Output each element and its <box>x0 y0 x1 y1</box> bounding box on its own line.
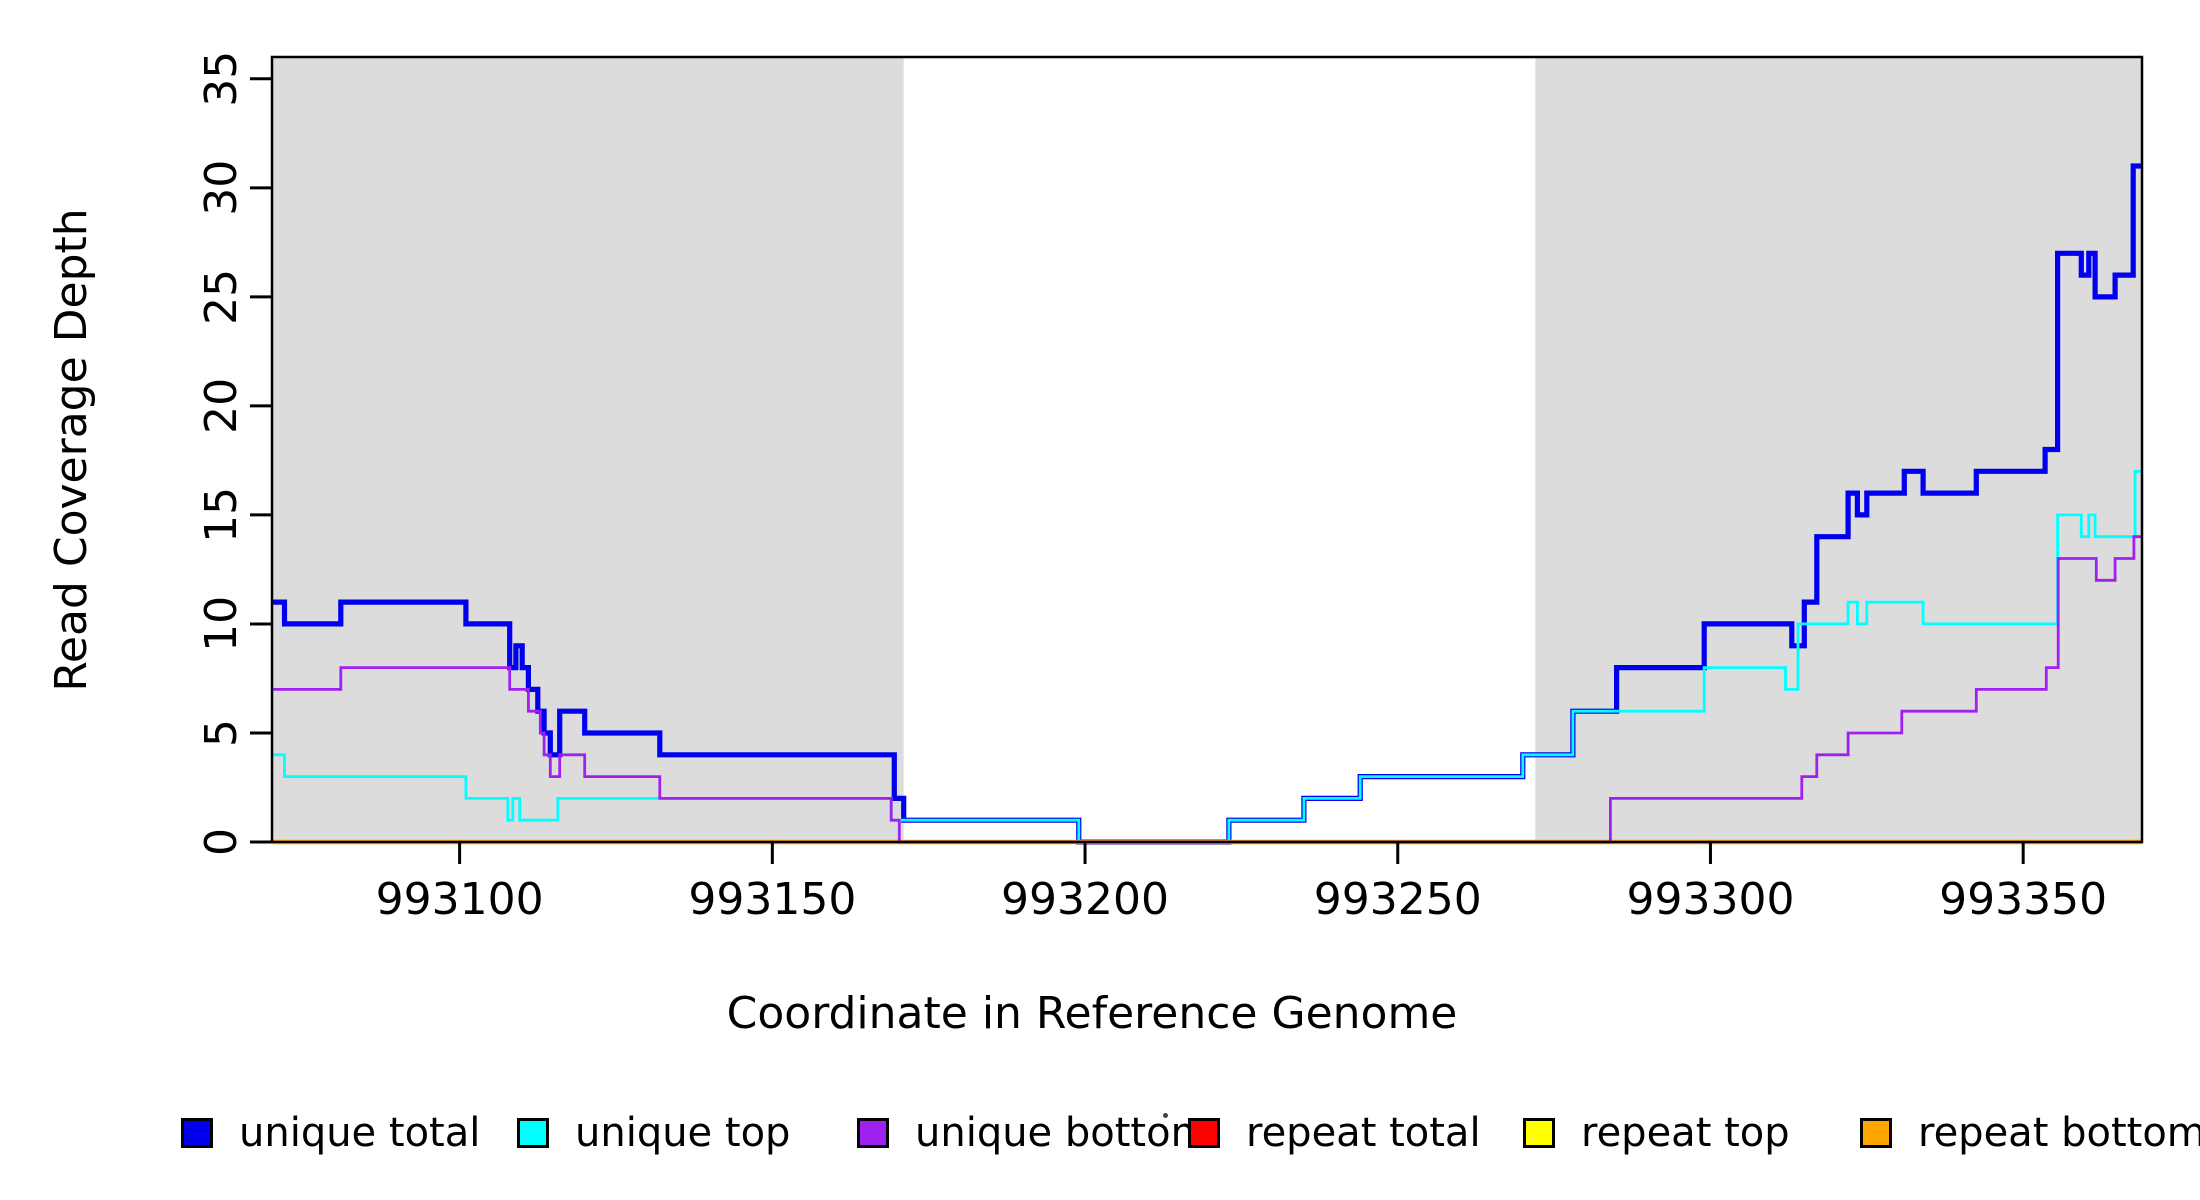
x-tick-label: 993150 <box>688 874 856 925</box>
plot-box <box>270 55 2144 844</box>
series-line-unique-top <box>272 469 2142 844</box>
x-axis-title: Coordinate in Reference Genome <box>727 988 1458 1039</box>
x-tick-label: 993200 <box>1001 874 1169 925</box>
legend-label: repeat bottom <box>1918 1110 2200 1156</box>
y-tick-label: 5 <box>196 719 247 747</box>
y-tick-label: 25 <box>196 269 247 325</box>
legend-item-repeat-total: repeat total <box>1188 1110 1481 1156</box>
legend-separator-dot <box>1163 1113 1168 1118</box>
legend-item-unique-bottom: unique bottom <box>857 1110 1210 1156</box>
legend-label: repeat total <box>1246 1110 1481 1156</box>
legend-label: repeat top <box>1581 1110 1790 1156</box>
y-tick-label: 30 <box>196 160 247 216</box>
y-tick-label: 10 <box>196 596 247 652</box>
shaded-region <box>272 57 904 842</box>
legend-item-unique-total: unique total <box>181 1110 481 1156</box>
y-tick-label: 15 <box>196 487 247 543</box>
axes-group: 993100 993150 993200 993250 993300 993350 0 5 10… <box>196 51 2144 925</box>
x-tick-label: 993350 <box>1939 874 2107 925</box>
legend-item-repeat-top: repeat top <box>1523 1110 1790 1156</box>
y-tick-label: 0 <box>196 828 247 856</box>
repeat-total-swatch-icon <box>1188 1118 1220 1148</box>
x-tick-label: 993300 <box>1626 874 1794 925</box>
legend-item-unique-top: unique top <box>517 1110 791 1156</box>
unique-bottom-swatch-icon <box>857 1118 889 1148</box>
y-tick-label: 35 <box>196 51 247 107</box>
unique-top-swatch-icon <box>517 1118 549 1148</box>
legend-item-repeat-bottom: repeat bottom <box>1860 1110 2200 1156</box>
y-axis-title: Read Coverage Depth <box>46 208 97 691</box>
y-tick-label: 20 <box>196 378 247 434</box>
shaded-regions-group <box>272 57 2142 842</box>
x-tick-label: 993100 <box>376 874 544 925</box>
repeat-top-swatch-icon <box>1523 1118 1555 1148</box>
legend-label: unique top <box>575 1110 791 1156</box>
legend-label: unique bottom <box>915 1110 1210 1156</box>
legend-label: unique total <box>239 1110 481 1156</box>
x-tick-label: 993250 <box>1314 874 1482 925</box>
unique-total-swatch-icon <box>181 1118 213 1148</box>
repeat-bottom-swatch-icon <box>1860 1118 1892 1148</box>
